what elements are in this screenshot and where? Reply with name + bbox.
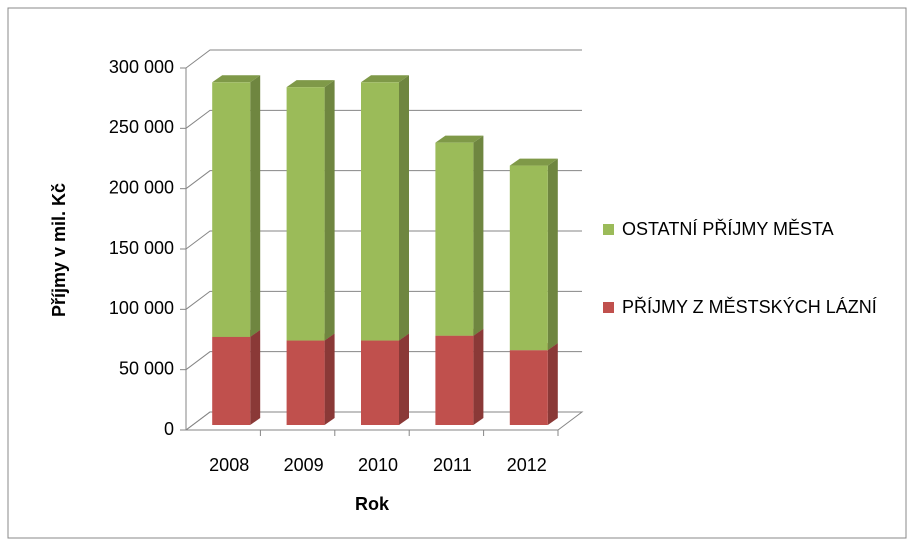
bar-side [399, 333, 409, 425]
bar-side [547, 343, 558, 425]
x-axis-label: Rok [355, 494, 390, 514]
bar [286, 87, 325, 341]
bar-side [473, 135, 484, 336]
x-tick-label: 2008 [209, 455, 249, 475]
y-tick-label: 150 000 [109, 238, 174, 258]
bar-top [509, 158, 558, 166]
bar-top [361, 75, 409, 83]
bar-side [324, 80, 335, 341]
legend-swatch [603, 224, 614, 235]
y-tick-label: 100 000 [109, 298, 174, 318]
bar [361, 82, 399, 341]
bar-top [212, 75, 261, 83]
y-axis-label: Příjmy v mil. Kč [49, 183, 69, 317]
x-tick-label: 2011 [433, 455, 472, 475]
bar [509, 350, 548, 425]
bar [212, 336, 251, 425]
x-tick-label: 2012 [507, 455, 547, 475]
bar [212, 82, 251, 337]
legend-label: OSTATNÍ PŘÍJMY MĚSTA [622, 219, 834, 239]
y-tick-label: 300 000 [109, 57, 174, 77]
bar-side [324, 333, 335, 425]
bar [435, 142, 474, 336]
bar-side [250, 75, 261, 337]
bar-side [547, 158, 558, 351]
bar [286, 340, 325, 425]
grid-line [185, 109, 582, 129]
y-tick-label: 250 000 [109, 117, 174, 137]
bar [361, 340, 399, 425]
bar-side [473, 328, 484, 425]
x-tick-label: 2009 [284, 455, 324, 475]
legend-swatch [603, 302, 614, 313]
y-tick-label: 0 [164, 419, 174, 439]
bar-side [399, 75, 409, 341]
bar-top [435, 135, 484, 143]
grid-line [185, 49, 582, 69]
y-tick-label: 50 000 [119, 358, 174, 378]
bar-side [250, 329, 261, 425]
bar [435, 335, 474, 425]
x-tick-label: 2010 [358, 455, 398, 475]
y-tick-label: 200 000 [109, 177, 174, 197]
bar-top [286, 80, 335, 88]
bar [509, 165, 548, 351]
legend-label: PŘÍJMY Z MĚSTSKÝCH LÁZNÍ [622, 297, 877, 317]
